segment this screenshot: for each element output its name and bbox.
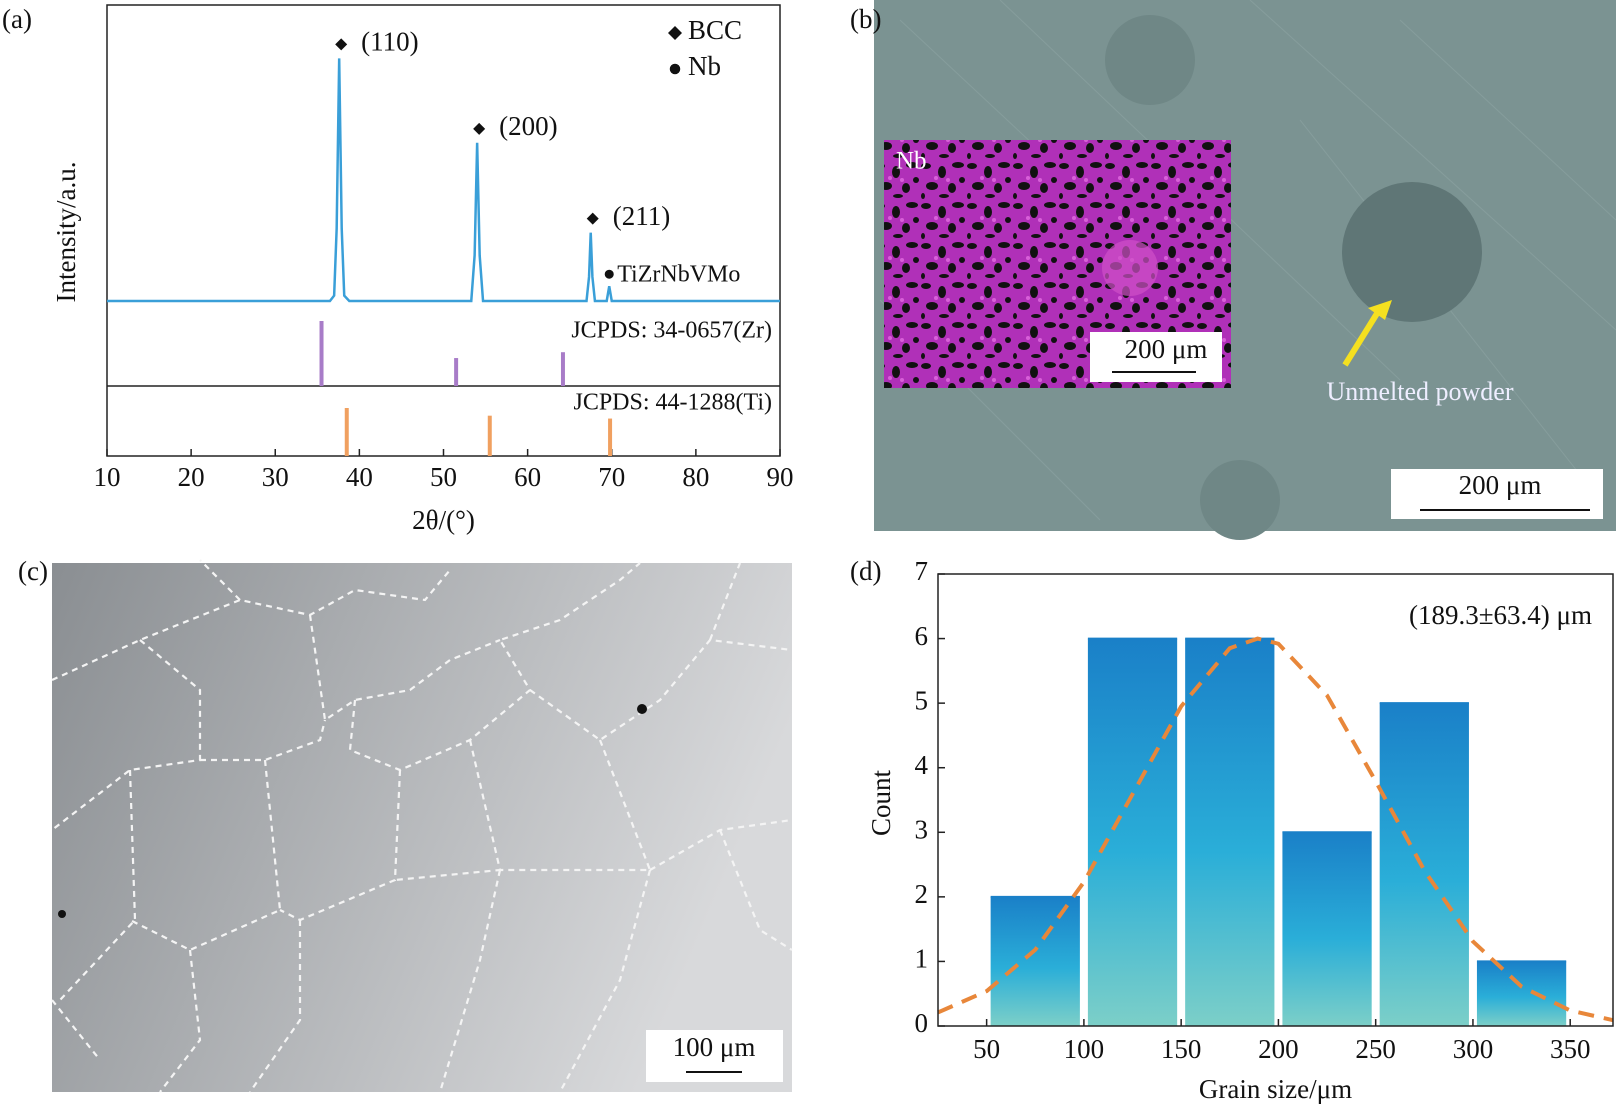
xrd-pattern <box>107 58 780 303</box>
peak-label: (110) <box>361 27 418 57</box>
x-tick-label: 30 <box>262 462 289 492</box>
peak-label: TiZrNbVMo <box>617 262 740 288</box>
marker-diamond <box>586 212 599 225</box>
peak-label: (200) <box>499 111 557 141</box>
eds-spot <box>1102 240 1158 296</box>
x-axis-label: Grain size/μm <box>1199 1074 1352 1104</box>
y-tick-label: 3 <box>915 814 929 844</box>
y-tick-label: 1 <box>915 944 929 974</box>
x-tick-label: 10 <box>94 462 121 492</box>
marker-circle <box>669 63 681 75</box>
panel-b: Nb 200 μm Unmelted powder 200 μm (b) <box>850 0 1616 540</box>
x-tick-label: 250 <box>1355 1034 1396 1064</box>
pore <box>58 910 66 918</box>
grain-boundaries <box>51 559 793 1093</box>
y-tick-label: 7 <box>915 556 929 586</box>
bar <box>1282 832 1372 1026</box>
y-axis-label: Intensity/a.u. <box>51 162 81 303</box>
y-tick-label: 6 <box>915 621 929 651</box>
panel-label: (c) <box>18 556 48 586</box>
x-tick-label: 20 <box>178 462 205 492</box>
y-tick-label: 5 <box>915 685 929 715</box>
scale-label: 100 μm <box>673 1032 756 1062</box>
bar <box>990 896 1080 1026</box>
plot-frame <box>937 573 1614 1027</box>
x-tick-label: 90 <box>767 462 794 492</box>
panel-label: (b) <box>850 4 881 34</box>
marker-diamond <box>668 26 682 40</box>
scale-label: 200 μm <box>1459 470 1542 500</box>
x-tick-label: 50 <box>430 462 457 492</box>
arrow-head <box>1368 300 1392 320</box>
panel-label: (a) <box>2 4 32 34</box>
pore <box>1105 15 1195 105</box>
panel-label: (d) <box>850 556 881 586</box>
marker-diamond <box>335 38 348 51</box>
legend-label: BCC <box>688 15 742 45</box>
plot-frame <box>106 4 781 457</box>
x-tick-label: 80 <box>682 462 709 492</box>
fit-curve <box>937 636 1614 1023</box>
x-tick-label: 100 <box>1064 1034 1105 1064</box>
annotation: (189.3±63.4) μm <box>1409 600 1592 630</box>
scale-box <box>646 1030 783 1082</box>
inset-scale: 200 μm <box>1125 334 1208 364</box>
y-tick-label: 4 <box>915 750 929 780</box>
y-axis-label: Count <box>866 769 896 836</box>
micrograph <box>52 563 792 1092</box>
marker-circle <box>604 269 614 279</box>
annotation: Unmelted powder <box>1326 377 1513 406</box>
y-tick-label: 2 <box>915 879 929 909</box>
reference-label: JCPDS: 44-1288(Ti) <box>573 390 772 416</box>
arrow <box>1342 305 1384 367</box>
x-tick-label: 40 <box>346 462 373 492</box>
x-tick-label: 200 <box>1258 1034 1299 1064</box>
x-tick-label: 70 <box>598 462 625 492</box>
panel-c: 100 μm (c) <box>18 556 793 1093</box>
marker-diamond <box>473 122 486 135</box>
unmelted-particle <box>1342 182 1482 322</box>
inset-label: Nb <box>896 148 927 175</box>
pore <box>1200 460 1280 540</box>
bar <box>1476 961 1567 1026</box>
x-tick-label: 150 <box>1161 1034 1202 1064</box>
bar <box>1379 703 1469 1026</box>
pore <box>637 704 647 714</box>
peak-label: (211) <box>613 201 670 231</box>
bar <box>1087 638 1178 1026</box>
reference-label: JCPDS: 34-0657(Zr) <box>571 318 772 344</box>
scale-box <box>1090 332 1222 382</box>
x-axis-label: 2θ/(°) <box>412 505 475 535</box>
x-tick-label: 60 <box>514 462 541 492</box>
bar <box>1185 638 1275 1026</box>
legend-label: Nb <box>688 51 721 81</box>
x-tick-label: 350 <box>1550 1034 1591 1064</box>
y-tick-label: 0 <box>915 1008 929 1038</box>
x-tick-label: 300 <box>1453 1034 1494 1064</box>
x-tick-label: 50 <box>973 1034 1000 1064</box>
